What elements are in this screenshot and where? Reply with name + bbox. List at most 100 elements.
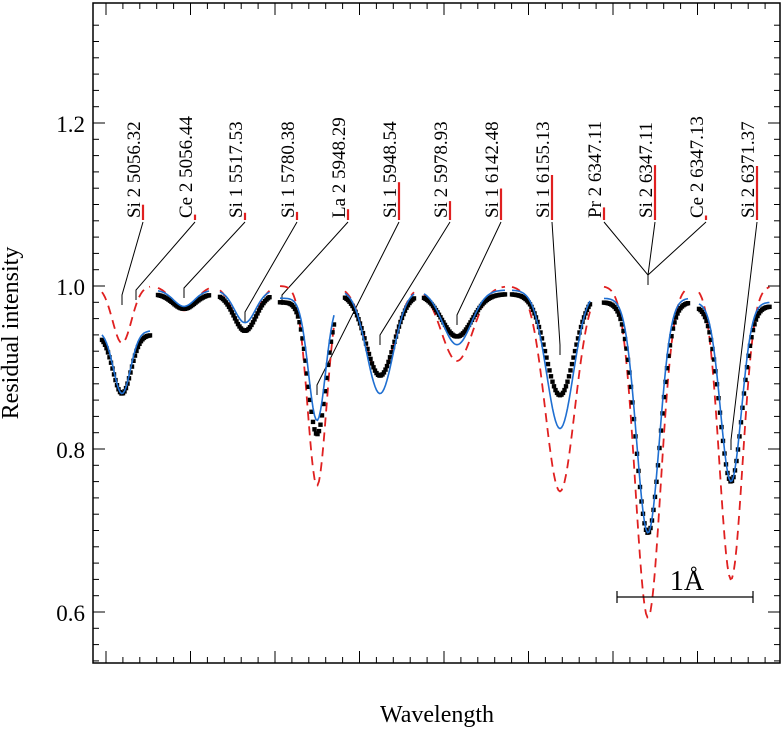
line-leader — [121, 221, 144, 305]
observed-point — [229, 310, 235, 315]
observed-point — [631, 416, 637, 422]
plot-frame — [92, 2, 781, 664]
observed-point — [664, 366, 670, 371]
observed-point — [324, 375, 329, 381]
observed-point — [383, 367, 388, 372]
observed-point — [206, 293, 212, 298]
observed-point — [331, 322, 337, 327]
line-leader — [316, 221, 400, 395]
y-axis-ticks — [93, 24, 780, 662]
y-tick-label-1.2: 1.2 — [56, 112, 85, 137]
observed-point — [255, 311, 260, 316]
line-id-label: Si 2 5056.32 — [124, 121, 145, 218]
observed-point — [710, 346, 715, 352]
line-leader — [244, 221, 298, 322]
observed-point — [390, 344, 396, 350]
observed-point — [666, 353, 671, 359]
observed-point — [327, 350, 332, 355]
observed-point — [307, 397, 313, 403]
observed-point — [325, 362, 331, 368]
observed-point — [702, 314, 708, 320]
observed-point — [676, 308, 682, 313]
observed-point — [753, 317, 759, 322]
observed-point — [527, 302, 533, 307]
observed-point — [247, 325, 253, 330]
observed-point — [442, 322, 448, 328]
observed-point — [387, 355, 393, 360]
observed-point — [258, 305, 263, 310]
observed-point — [105, 350, 111, 355]
line-identification-layer: Si 2 5056.32 Ce 2 5056.44 Si 1 5517.53 Si 1… — [121, 116, 759, 450]
line-leader — [456, 221, 502, 325]
observed-point — [670, 326, 676, 331]
observed-point — [301, 346, 307, 351]
observed-point — [351, 306, 357, 311]
observed-point — [538, 330, 543, 335]
model-dashed-segment-9 — [698, 286, 770, 581]
observed-point — [381, 370, 387, 375]
observed-point — [750, 327, 756, 333]
observed-point — [568, 368, 573, 373]
observed-point — [621, 328, 626, 334]
observed-point — [232, 316, 238, 321]
observed-point — [667, 343, 673, 348]
line-id-label: Si 2 6371.37 — [738, 121, 759, 218]
observed-point — [404, 305, 409, 310]
observed-point — [752, 322, 757, 327]
model-dashed-segment-4 — [279, 285, 335, 487]
observed-point — [630, 400, 635, 405]
observed-point — [226, 304, 232, 310]
observed-point — [548, 374, 554, 379]
observed-point — [225, 302, 230, 307]
observed-point — [368, 356, 373, 362]
y-tick-label-1.0: 1.0 — [56, 275, 85, 300]
observed-point — [622, 336, 628, 342]
observed-point — [253, 314, 259, 319]
observed-point — [587, 302, 593, 307]
observed-point — [547, 368, 552, 373]
observed-point — [755, 313, 760, 319]
observed-point — [468, 320, 473, 325]
line-id-label: Ce 2 5056.44 — [176, 116, 197, 218]
observed-point — [545, 361, 551, 367]
line-id-label: Si 1 5517.53 — [226, 121, 247, 218]
observed-point — [574, 342, 579, 347]
observed-point — [393, 334, 399, 339]
line-id-label: Si 2 5978.93 — [431, 121, 452, 218]
observed-point — [250, 320, 256, 325]
observed-point — [134, 348, 139, 354]
model-dashed-segment-7 — [511, 286, 591, 493]
observed-point — [741, 391, 747, 396]
model-solid-segment-9 — [698, 301, 770, 483]
model-solid-segment-5 — [344, 292, 415, 395]
observed-point — [553, 387, 558, 393]
observed-point — [566, 374, 572, 379]
observed-point — [147, 333, 153, 338]
observed-point — [309, 409, 314, 414]
line-leader — [603, 221, 649, 285]
observed-point — [392, 339, 397, 344]
y-axis-title: Residual intensity — [0, 247, 24, 420]
observed-point — [231, 313, 236, 318]
observed-point — [572, 348, 578, 354]
observed-point — [316, 428, 322, 434]
line-id-label: Si 2 6347.11 — [636, 122, 657, 218]
observed-point — [619, 322, 625, 327]
observed-point — [384, 363, 390, 369]
observed-point — [744, 365, 750, 370]
observed-point — [716, 396, 721, 401]
observed-point — [297, 320, 302, 325]
observed-point — [101, 339, 106, 345]
line-leader — [647, 221, 707, 285]
observed-point — [315, 431, 320, 437]
observed-point — [234, 319, 239, 324]
observed-point — [291, 304, 296, 309]
observed-point — [267, 295, 272, 300]
observed-point — [577, 330, 582, 335]
line-id-label: Si 1 5948.54 — [380, 121, 401, 218]
observed-point — [586, 304, 591, 310]
observed-point — [562, 387, 567, 393]
observed-point — [441, 320, 446, 325]
observed-point — [389, 350, 394, 355]
observed-point — [292, 306, 298, 312]
